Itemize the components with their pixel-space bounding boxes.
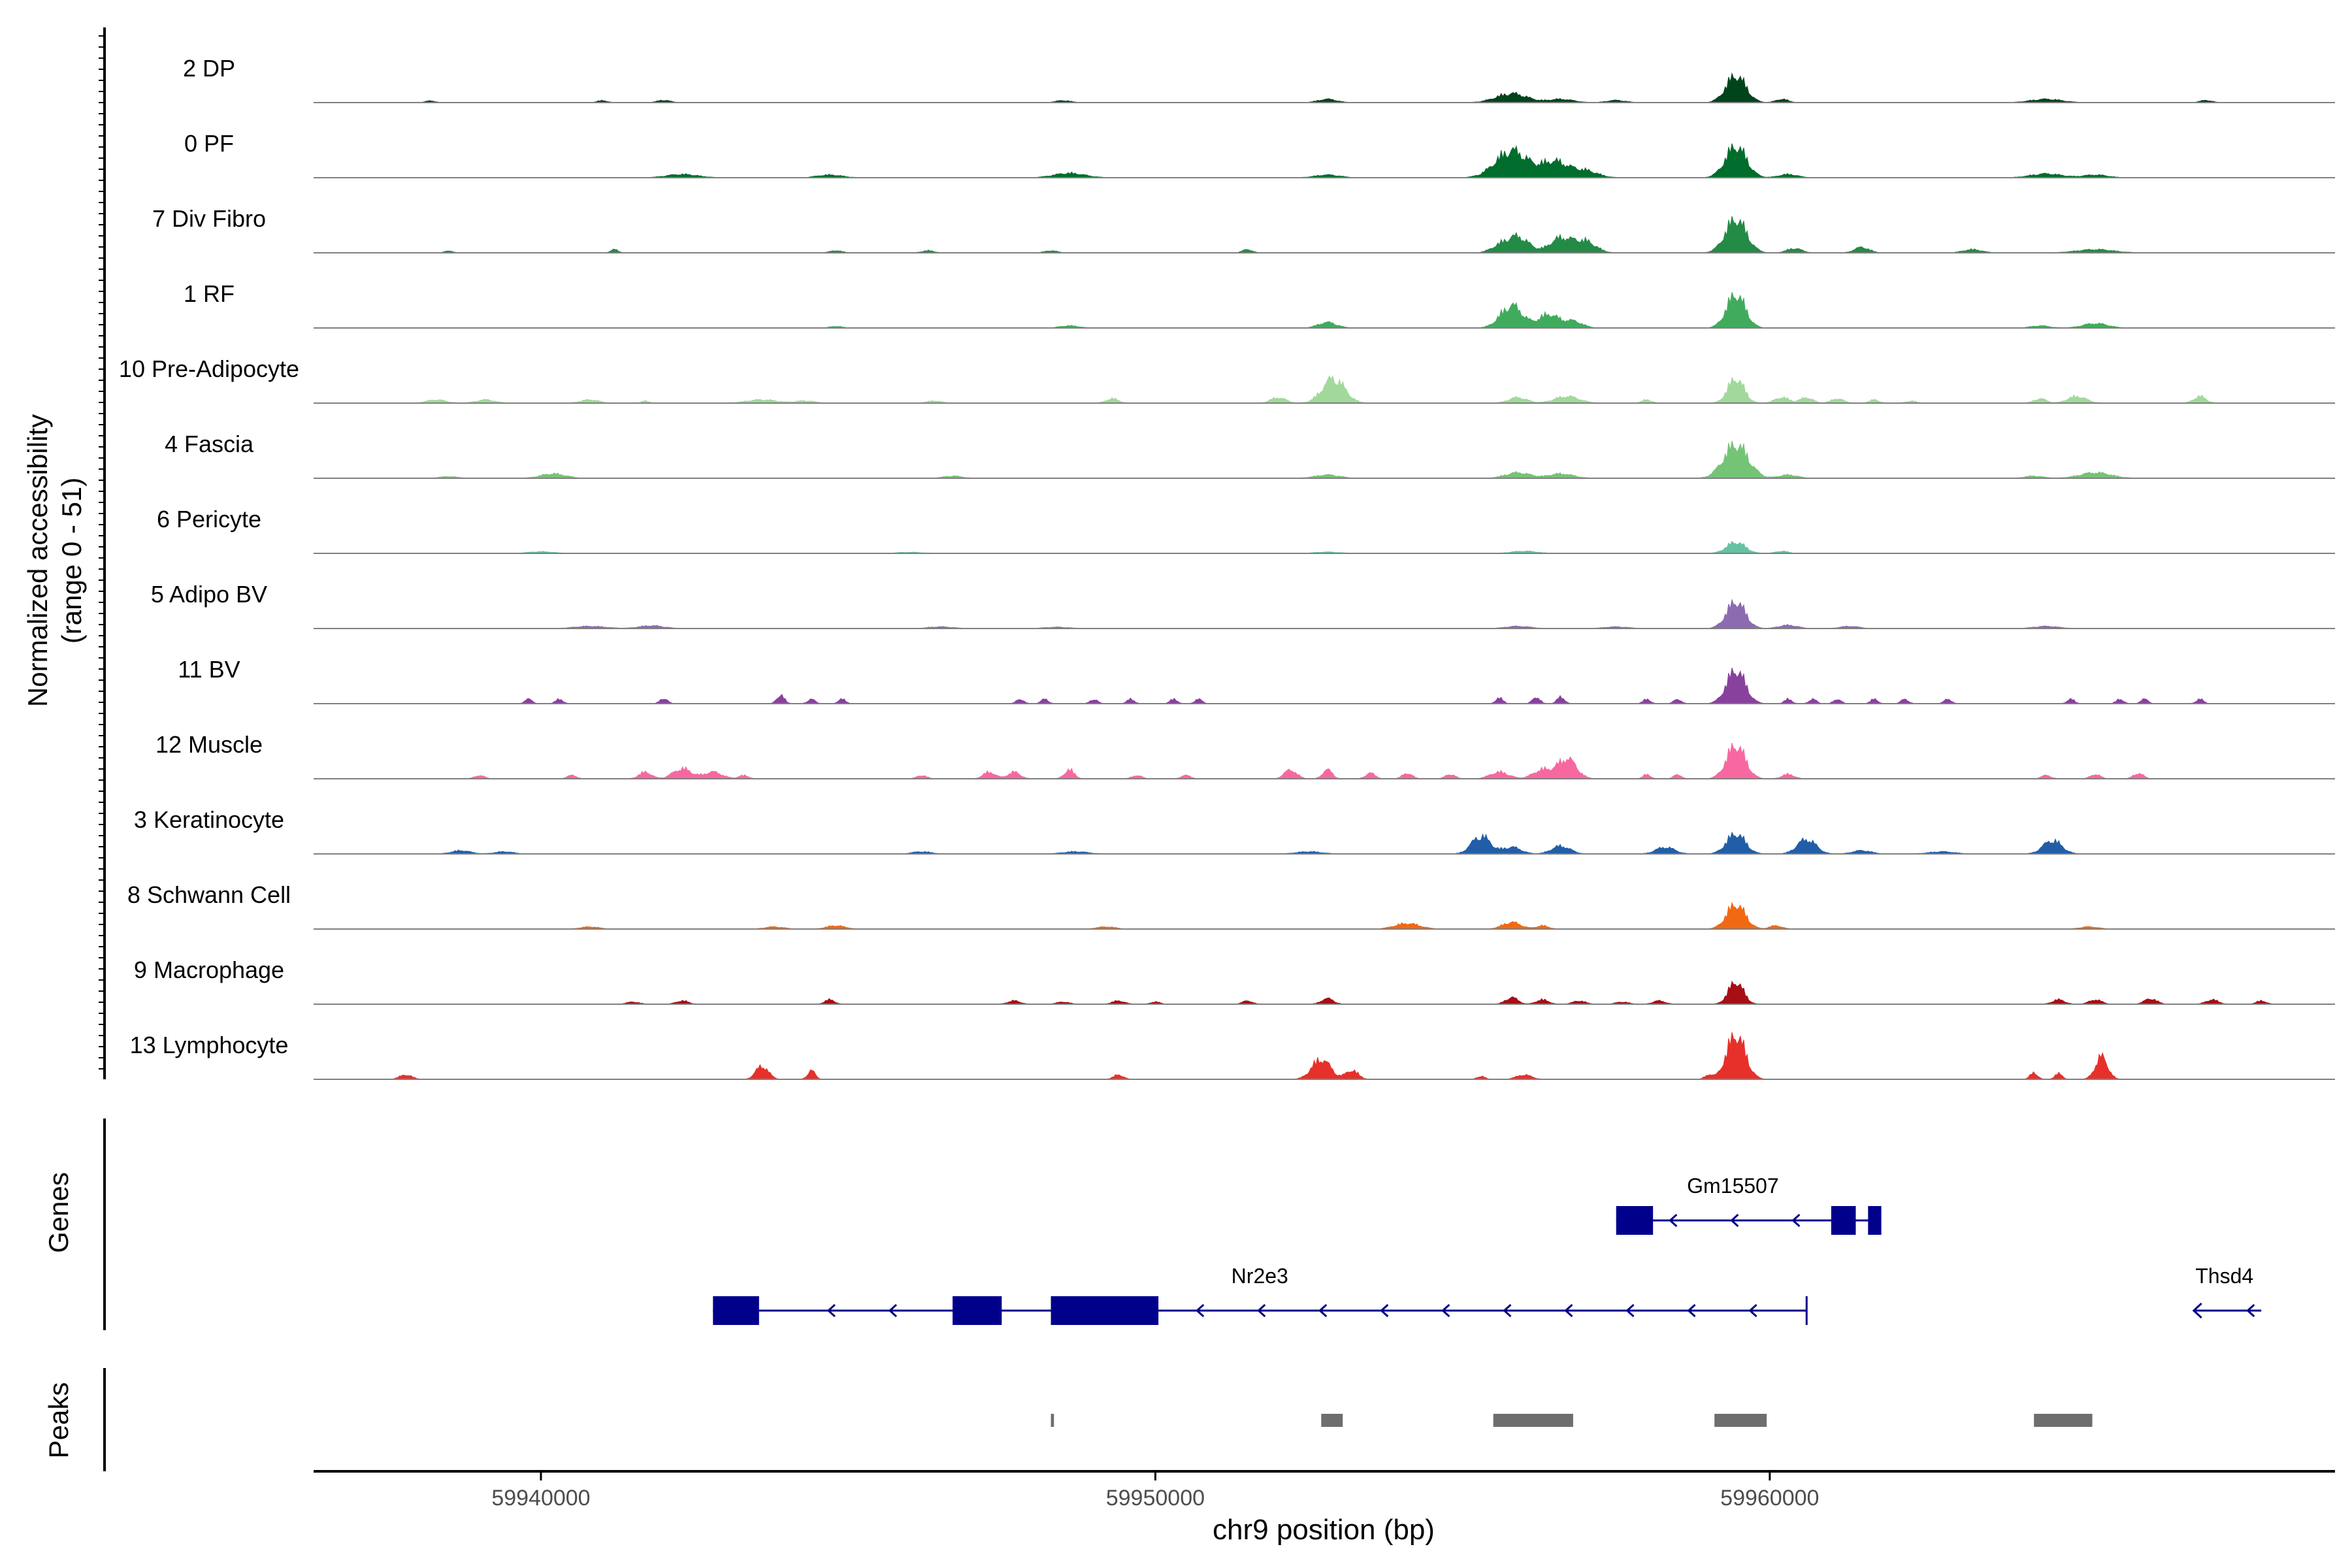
- track-label: 4 Fascia: [165, 431, 254, 457]
- coverage-axis-ticks: [99, 35, 105, 1070]
- strand-chevron: [1318, 1303, 1328, 1318]
- coverage-track: 7 Div Fibro: [152, 205, 2335, 253]
- strand-chevron: [1748, 1303, 1757, 1318]
- x-axis-ticks: 59940000 59950000 59960000: [491, 1471, 1819, 1511]
- coverage-track: 8 Schwann Cell: [127, 881, 2335, 930]
- gene-exon: [1831, 1206, 1856, 1235]
- peaks-track: [1051, 1414, 2093, 1427]
- strand-chevron: [1257, 1303, 1266, 1318]
- strand-chevron: [1669, 1213, 1678, 1228]
- strand-chevron: [1503, 1303, 1512, 1318]
- peaks-track-label: Peaks: [43, 1382, 74, 1459]
- gene-annotation-track: Gm15507 Nr2e3 Thsd4: [713, 1174, 2262, 1325]
- peak-region: [1051, 1414, 1054, 1427]
- coverage-track: 4 Fascia: [165, 431, 2335, 479]
- strand-chevron: [2192, 1302, 2202, 1319]
- track-label: 12 Muscle: [155, 731, 263, 758]
- strand-chevron: [1625, 1303, 1635, 1318]
- strand-chevron: [2246, 1303, 2255, 1318]
- gene-label: Gm15507: [1687, 1174, 1779, 1198]
- strand-chevron: [888, 1303, 898, 1318]
- coverage-tracks: 2 DP 0 PF 7 Div Fibro 1 RF 10 Pre-Adipocyte 4…: [119, 55, 2335, 1080]
- y-axis-range: (range 0 - 51): [56, 478, 87, 644]
- coverage-track: 11 BV: [178, 656, 2335, 704]
- gene-label: Nr2e3: [1232, 1264, 1288, 1288]
- track-label: 13 Lymphocyte: [130, 1032, 289, 1058]
- x-tick-label: 59940000: [491, 1486, 590, 1511]
- coverage-track: 9 Macrophage: [134, 956, 2335, 1005]
- y-axis-title: Normalized accessibility: [22, 414, 53, 707]
- peak-region: [2034, 1414, 2093, 1427]
- coverage-track: 1 RF: [184, 280, 2335, 329]
- gene-model: Nr2e3: [713, 1264, 1808, 1325]
- track-label: 3 Keratinocyte: [134, 806, 284, 833]
- coverage-track: 10 Pre-Adipocyte: [119, 355, 2335, 404]
- coverage-track: 12 Muscle: [155, 731, 2335, 779]
- track-label: 1 RF: [184, 280, 235, 307]
- peak-region: [1321, 1414, 1343, 1427]
- track-label: 11 BV: [178, 656, 240, 683]
- x-tick-label: 59950000: [1106, 1486, 1205, 1511]
- gene-exon: [1051, 1296, 1159, 1325]
- strand-chevron: [1687, 1303, 1696, 1318]
- track-label: 8 Schwann Cell: [127, 881, 291, 908]
- strand-chevron: [1195, 1303, 1205, 1318]
- coverage-track: 0 PF: [184, 130, 2335, 178]
- track-label: 10 Pre-Adipocyte: [119, 355, 299, 382]
- genes-track-label: Genes: [43, 1172, 74, 1253]
- track-label: 7 Div Fibro: [152, 205, 266, 232]
- track-label: 2 DP: [183, 55, 235, 82]
- strand-chevron: [1791, 1213, 1801, 1228]
- x-axis-title: chr9 position (bp): [1213, 1514, 1435, 1546]
- track-label: 0 PF: [184, 130, 234, 157]
- gene-label: Thsd4: [2195, 1264, 2253, 1288]
- strand-chevron: [1380, 1303, 1389, 1318]
- track-label: 6 Pericyte: [157, 506, 261, 532]
- coverage-track: 6 Pericyte: [157, 506, 2335, 554]
- strand-chevron: [826, 1303, 836, 1318]
- strand-chevron: [1441, 1303, 1450, 1318]
- gene-exon: [1868, 1206, 1881, 1235]
- strand-chevron: [1730, 1213, 1739, 1228]
- gene-model: Thsd4: [2192, 1264, 2262, 1319]
- strand-chevron: [1564, 1303, 1573, 1318]
- coverage-track: 3 Keratinocyte: [134, 806, 2335, 855]
- coverage-track: 2 DP: [183, 55, 2335, 103]
- peak-region: [1714, 1414, 1767, 1427]
- peak-region: [1493, 1414, 1573, 1427]
- gene-exon: [1616, 1206, 1654, 1235]
- x-tick-label: 59960000: [1720, 1486, 1819, 1511]
- gene-exon: [953, 1296, 1002, 1325]
- coverage-track: 5 Adipo BV: [151, 581, 2335, 629]
- track-label: 5 Adipo BV: [151, 581, 267, 608]
- coverage-track: 13 Lymphocyte: [130, 1032, 2335, 1080]
- gene-model: Gm15507: [1616, 1174, 1882, 1235]
- gene-exon: [713, 1296, 759, 1325]
- track-label: 9 Macrophage: [134, 956, 284, 983]
